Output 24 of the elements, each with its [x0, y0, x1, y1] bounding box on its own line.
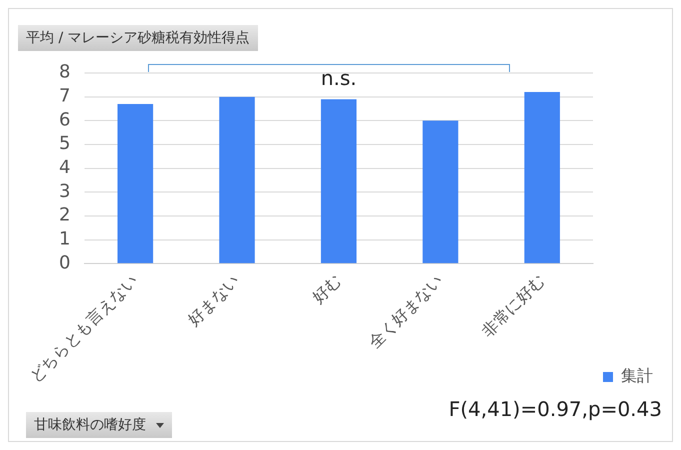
y-tick-label: 7 [59, 85, 70, 106]
y-tick-label: 0 [59, 252, 70, 274]
y-tick-label: 1 [59, 228, 70, 250]
bar [524, 92, 560, 264]
legend-label: 集計 [621, 366, 653, 386]
x-tick-label: 非常に好む [478, 270, 548, 341]
bar [219, 96, 255, 264]
y-tick-label: 6 [59, 109, 70, 130]
bar [118, 104, 154, 264]
y-tick-label: 8 [59, 62, 70, 83]
x-tick-label: 好む [308, 270, 344, 307]
x-tick-label: 好まない [184, 270, 243, 330]
y-tick-label: 5 [59, 133, 70, 154]
y-tick-label: 4 [59, 156, 70, 178]
x-tick-label: 全く好まない [364, 270, 446, 352]
x-tick-label: どちらとも言えない [26, 270, 142, 386]
chart-title: 平均 / マレーシア砂糖税有効性得点 [18, 25, 258, 51]
x-axis-title: 甘味飲料の嗜好度 [34, 416, 146, 434]
bar [422, 120, 458, 264]
y-tick-label: 2 [59, 204, 70, 226]
bar [320, 99, 357, 264]
text: F(4,41)=0.97,p=0.43 [448, 397, 662, 422]
y-tick-label: 3 [59, 180, 70, 202]
annotation: n.s. [320, 66, 357, 90]
